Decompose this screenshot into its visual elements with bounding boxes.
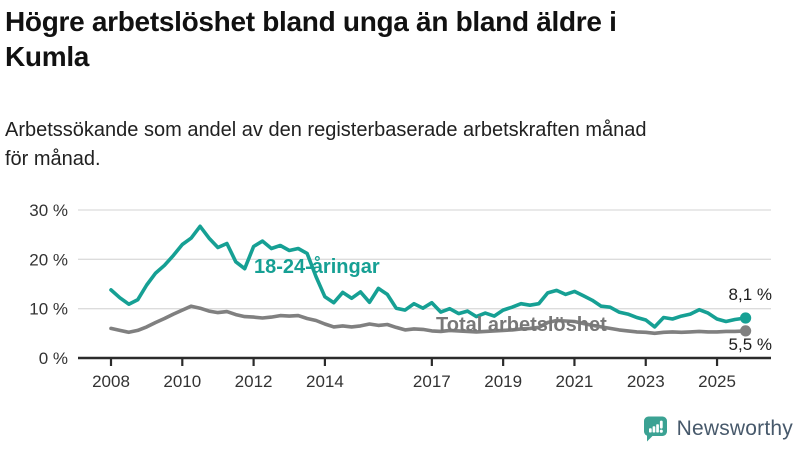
x-axis-tick-label: 2017 [413, 372, 451, 391]
newsworthy-logo[interactable]: Newsworthy [642, 415, 793, 442]
end-value-label-18-24: 8,1 % [728, 285, 772, 304]
y-axis-tick-label: 20 % [29, 250, 68, 269]
chart-subtitle: Arbetssökande som andel av den registerb… [5, 116, 785, 174]
newsworthy-speech-bubble-bars-icon [643, 416, 667, 442]
x-axis-tick-label: 2021 [556, 372, 594, 391]
chart-title-line2: Kumla [5, 41, 90, 73]
end-value-label-total: 5,5 % [728, 335, 772, 354]
x-axis-tick-label: 2025 [698, 372, 736, 391]
x-axis-tick-label: 2014 [306, 372, 344, 391]
chart-subtitle-line1: Arbetssökande som andel av den registerb… [5, 119, 647, 141]
series-line [109, 304, 748, 336]
y-axis-tick-label: 10 % [29, 300, 68, 319]
x-axis-tick-label: 2008 [92, 372, 130, 391]
series-end-dot [740, 312, 752, 324]
chart-title-line1: Högre arbetslöshet bland unga än bland ä… [5, 6, 617, 37]
y-axis-tick-label: 30 % [29, 201, 68, 220]
chart-title: Högre arbetslöshet bland unga än bland ä… [5, 4, 785, 75]
x-axis-tick-label: 2023 [627, 372, 665, 391]
x-axis-tick-label: 2012 [235, 372, 273, 391]
chart-subtitle-line2: för månad. [5, 148, 101, 170]
x-axis-tick-label: 2010 [163, 372, 201, 391]
y-axis-tick-label: 0 % [39, 349, 68, 368]
x-axis-tick-label: 2019 [484, 372, 522, 391]
series-line [109, 224, 748, 329]
newsworthy-wordmark: Newsworthy [676, 416, 793, 440]
series-label-total: Total arbetslöshet [436, 314, 607, 336]
series-label-18-24: 18-24-åringar [254, 256, 380, 278]
